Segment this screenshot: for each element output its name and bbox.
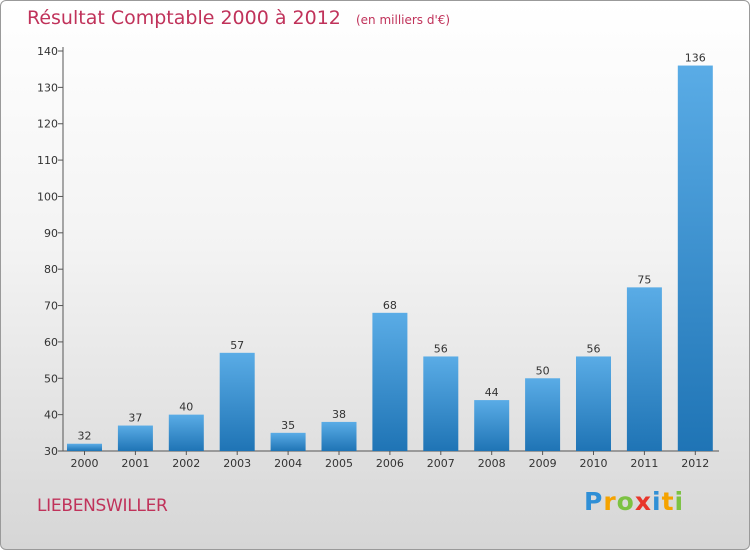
logo-letter: P — [584, 487, 604, 516]
data-label: 38 — [332, 408, 346, 421]
bar-2012 — [677, 65, 713, 451]
x-tick-label: 2012 — [681, 457, 709, 470]
bar-2001 — [117, 425, 153, 451]
y-tick-label: 30 — [44, 445, 58, 458]
y-tick-label: 50 — [44, 372, 58, 385]
x-tick-label: 2007 — [427, 457, 455, 470]
x-tick-label: 2002 — [172, 457, 200, 470]
bar-2007 — [423, 356, 459, 451]
x-tick-label: 2005 — [325, 457, 353, 470]
x-tick-label: 2003 — [223, 457, 251, 470]
data-label: 32 — [78, 430, 92, 443]
logo-letter: r — [603, 487, 617, 516]
proxiti-logo: Proxiti — [584, 487, 684, 516]
logo-letter: t — [661, 487, 675, 516]
data-label: 68 — [383, 299, 397, 312]
x-tick-label: 2010 — [580, 457, 608, 470]
x-tick-label: 2004 — [274, 457, 302, 470]
bar-2006 — [372, 312, 408, 451]
bar-2008 — [474, 400, 510, 451]
chart-title: Résultat Comptable 2000 à 2012 — [27, 7, 341, 29]
x-tick-label: 2006 — [376, 457, 404, 470]
chart-subtitle: (en milliers d'€) — [355, 13, 451, 27]
y-tick-label: 140 — [37, 45, 58, 58]
y-tick-label: 80 — [44, 263, 58, 276]
y-tick-label: 120 — [37, 118, 58, 131]
logo-letter: x — [634, 487, 652, 516]
x-tick-label: 2000 — [71, 457, 99, 470]
bar-2003 — [219, 352, 255, 451]
data-label: 75 — [637, 273, 651, 286]
y-tick-label: 90 — [44, 227, 58, 240]
bar-2002 — [168, 414, 204, 451]
bar-2010 — [576, 356, 611, 451]
y-tick-label: 40 — [44, 409, 58, 422]
bar-2005 — [321, 421, 357, 451]
x-tick-label: 2008 — [478, 457, 506, 470]
data-label: 56 — [434, 342, 448, 355]
logo-letter: o — [616, 487, 635, 516]
data-label: 57 — [230, 339, 244, 352]
data-label: 136 — [685, 52, 706, 65]
x-tick-label: 2011 — [630, 457, 658, 470]
bar-2000 — [67, 443, 102, 451]
commune-name: LIEBENSWILLER — [37, 496, 168, 516]
y-tick-label: 70 — [44, 300, 58, 313]
y-tick-label: 110 — [37, 154, 58, 167]
bar-2009 — [525, 378, 561, 451]
data-label: 44 — [485, 386, 499, 399]
chart-title-area: Résultat Comptable 2000 à 2012 (en milli… — [27, 7, 450, 29]
y-tick-label: 130 — [37, 81, 58, 94]
x-tick-label: 2009 — [529, 457, 557, 470]
data-label: 56 — [587, 342, 601, 355]
x-tick-label: 2001 — [121, 457, 149, 470]
logo-letter: i — [652, 487, 662, 516]
y-tick-label: 60 — [44, 336, 58, 349]
data-label: 37 — [128, 412, 142, 425]
data-label: 50 — [536, 364, 550, 377]
y-tick-label: 100 — [37, 190, 58, 203]
data-label: 35 — [281, 419, 295, 432]
logo-letter: i — [674, 487, 685, 516]
bar-2004 — [270, 432, 306, 451]
data-label: 40 — [179, 401, 193, 414]
bar-2011 — [626, 287, 662, 451]
